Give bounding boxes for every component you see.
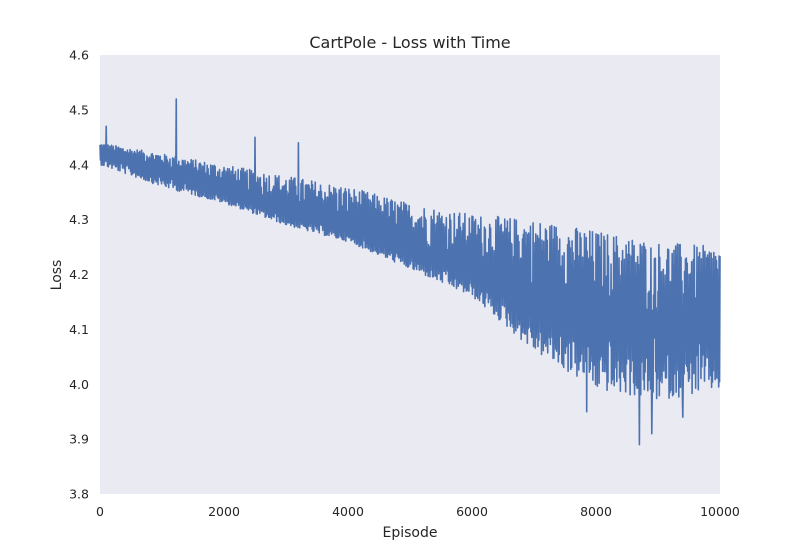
loss-series-line [99,98,721,446]
y-tick-label: 4.2 [69,267,89,282]
y-tick-labels: 3.8 3.9 4.0 4.1 4.2 4.3 4.4 4.5 4.6 [69,48,89,502]
x-tick-label: 4000 [332,504,364,519]
x-tick-label: 6000 [456,504,488,519]
y-tick-label: 4.5 [69,102,89,117]
x-tick-label: 10000 [700,504,740,519]
x-axis-label: Episode [383,525,438,541]
y-tick-label: 3.9 [69,432,89,447]
y-tick-label: 4.1 [69,322,89,337]
y-tick-label: 4.4 [69,157,89,172]
chart-title: CartPole - Loss with Time [309,33,510,52]
x-tick-label: 0 [96,504,104,519]
series-layer [99,98,721,446]
x-tick-labels: 0 2000 4000 6000 8000 10000 [96,504,740,519]
x-tick-label: 2000 [208,504,240,519]
y-tick-label: 4.3 [69,212,89,227]
y-tick-label: 3.8 [69,487,89,502]
y-tick-label: 4.0 [69,377,89,392]
y-tick-label: 4.6 [69,48,89,63]
x-tick-label: 8000 [580,504,612,519]
y-axis-label: Loss [49,260,65,291]
